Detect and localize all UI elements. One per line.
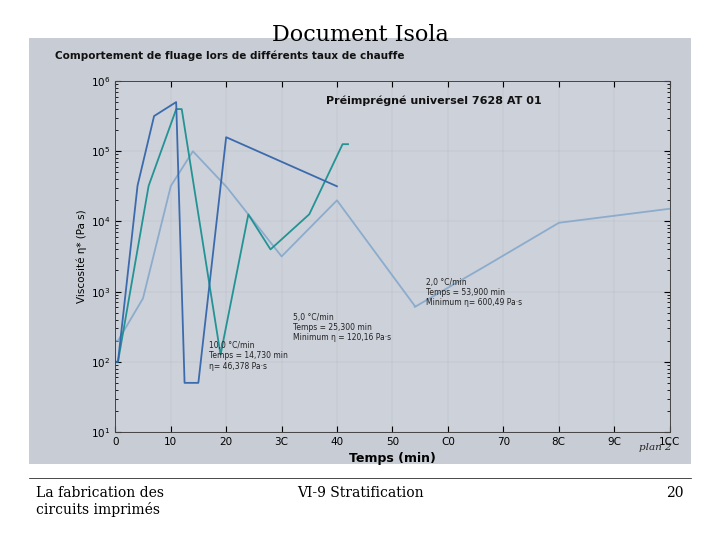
X-axis label: Temps (min): Temps (min) [349,453,436,465]
Text: VI-9 Stratification: VI-9 Stratification [297,486,423,500]
Text: Comportement de fluage lors de différents taux de chauffe: Comportement de fluage lors de différent… [55,51,405,61]
Text: La fabrication des
circuits imprimés: La fabrication des circuits imprimés [36,486,164,517]
Text: Préimprégné universel 7628 AT 01: Préimprégné universel 7628 AT 01 [326,95,541,105]
Text: plan 2: plan 2 [639,443,671,451]
Y-axis label: Viscosité η* (Pa s): Viscosité η* (Pa s) [76,210,86,303]
Text: 20: 20 [667,486,684,500]
Text: 5,0 °C/min
Temps = 25,300 min
Minimum η = 120,16 Pa·s: 5,0 °C/min Temps = 25,300 min Minimum η … [292,313,391,342]
Text: Document Isola: Document Isola [271,24,449,46]
Text: 2,0 °C/min
Temps = 53,900 min
Minimum η= 600,49 Pa·s: 2,0 °C/min Temps = 53,900 min Minimum η=… [426,278,522,307]
Text: 10,0 °C/min
Temps = 14,730 min
η= 46,378 Pa·s: 10,0 °C/min Temps = 14,730 min η= 46,378… [210,341,288,370]
